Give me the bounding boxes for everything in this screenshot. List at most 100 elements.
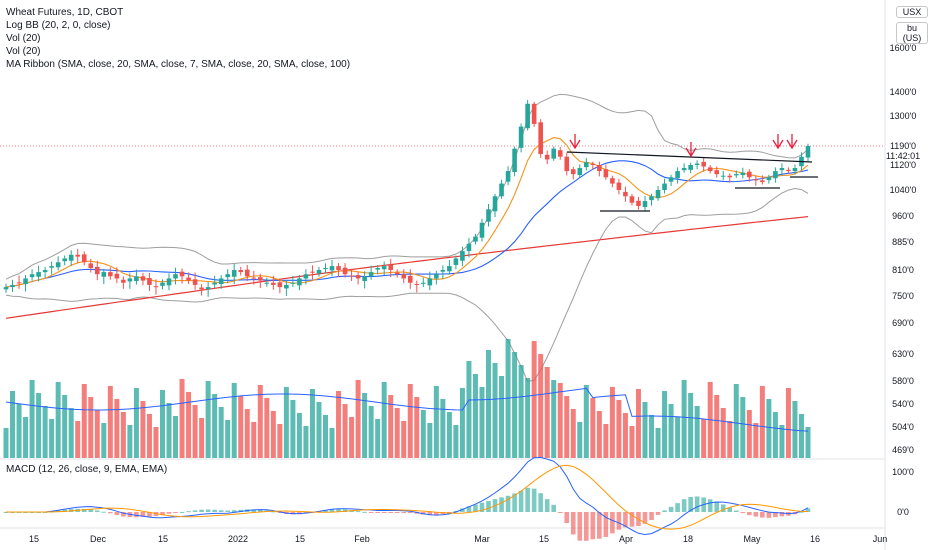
candle-body: [597, 165, 602, 172]
candle-body: [616, 182, 622, 190]
candle-body: [101, 272, 107, 277]
macd-bar: [368, 512, 374, 513]
candle-body: [257, 277, 263, 281]
macd-bar: [257, 509, 263, 512]
macd-bar: [681, 499, 687, 512]
volume-bar: [231, 383, 237, 458]
macd-bar: [675, 503, 680, 512]
volume-bar: [368, 406, 374, 458]
volume-bar: [779, 425, 785, 458]
candle-body: [434, 274, 439, 279]
volume-bar: [649, 415, 655, 458]
candle-body: [505, 171, 511, 182]
volume-bar: [746, 410, 752, 458]
volume-bar: [75, 421, 81, 458]
volume-bar: [264, 398, 270, 458]
vol-legend-1[interactable]: Vol (20): [6, 33, 41, 44]
macd-tick-label: 0'0: [897, 507, 909, 517]
volume-bar: [570, 409, 576, 458]
volume-bar: [309, 389, 315, 458]
volume-bars: [3, 339, 811, 458]
candle-body: [538, 122, 543, 155]
macd-legend[interactable]: MACD (12, 26, close, 9, EMA, EMA): [6, 464, 168, 475]
candle-body: [134, 276, 139, 282]
volume-bar: [316, 402, 322, 458]
candle-body: [329, 266, 335, 271]
macd-bar: [486, 500, 491, 512]
candle-body: [336, 266, 341, 270]
volume-bar: [218, 407, 224, 458]
macd-bar: [225, 510, 230, 512]
macd-bar: [747, 512, 752, 516]
volume-bar: [479, 387, 485, 458]
candle-body: [205, 287, 211, 290]
candle-body: [179, 271, 185, 277]
currency-button[interactable]: USX: [896, 6, 928, 18]
volume-bar: [753, 423, 759, 458]
candle-body: [414, 284, 420, 286]
vol-legend-2[interactable]: Vol (20): [6, 46, 41, 57]
candle-body: [421, 282, 426, 284]
candle-body: [297, 278, 302, 286]
candle-body: [264, 282, 270, 284]
macd-bar: [773, 512, 778, 518]
ma-7-line: [5, 137, 809, 288]
time-tick-label: Jun: [873, 534, 888, 544]
volume-bar: [401, 421, 407, 458]
volume-bar: [355, 380, 361, 458]
volume-bar: [42, 406, 48, 458]
ma-20-line: [5, 160, 809, 288]
macd-bar: [147, 512, 152, 517]
macd-bar: [479, 502, 485, 512]
candle-body: [720, 175, 726, 177]
price-tick-label: 540'0: [892, 399, 914, 409]
volume-bar: [146, 414, 152, 458]
annotation-arrow-icon: [685, 142, 697, 158]
volume-bar: [114, 399, 120, 458]
candle-body: [218, 278, 224, 285]
macd-bar: [218, 510, 224, 512]
candle-body: [525, 103, 530, 129]
volume-bar: [133, 388, 139, 458]
annotation-arrow-icon: [569, 134, 581, 150]
macd-bar: [688, 496, 693, 512]
bb-legend[interactable]: Log BB (20, 2, 0, close): [6, 20, 111, 31]
time-tick-label: 2022: [228, 534, 248, 544]
candle-body: [681, 168, 687, 171]
candle-body: [199, 287, 204, 290]
price-tick-label: 580'0: [892, 376, 914, 386]
macd-bar: [381, 512, 387, 513]
macd-bar: [427, 512, 433, 516]
candle-body: [42, 270, 48, 273]
candle-body: [733, 174, 739, 176]
symbol-title[interactable]: Wheat Futures, 1D, CBOT: [6, 7, 124, 18]
candle-body: [447, 266, 452, 272]
volume-bar: [159, 390, 165, 458]
macd-bar: [649, 512, 654, 520]
macd-bar: [140, 512, 146, 517]
volume-bar: [681, 380, 687, 458]
candle-body: [779, 168, 785, 171]
volume-bar: [329, 428, 335, 458]
last-price-label: 1190'0: [890, 141, 916, 151]
price-tick-label: 630'0: [892, 349, 914, 359]
macd-bar: [518, 490, 524, 512]
volume-bar: [622, 413, 628, 458]
volume-bar: [720, 408, 726, 458]
macd-bar: [466, 506, 472, 512]
ma-ribbon-legend[interactable]: MA Ribbon (SMA, close, 20, SMA, close, 7…: [6, 59, 351, 70]
candle-body: [238, 270, 244, 273]
candle-body: [610, 178, 615, 184]
candle-body: [564, 156, 570, 172]
volume-bar: [81, 384, 87, 458]
macd-bar: [590, 512, 596, 540]
unit-button[interactable]: bu (US): [896, 22, 928, 44]
volume-bar: [349, 417, 355, 458]
macd-bar: [453, 510, 459, 512]
volume-bar: [277, 424, 283, 458]
annotation-arrow-icon: [786, 134, 798, 150]
candle-body: [153, 286, 159, 288]
candle-body: [649, 196, 654, 201]
volume-bar: [596, 411, 602, 458]
